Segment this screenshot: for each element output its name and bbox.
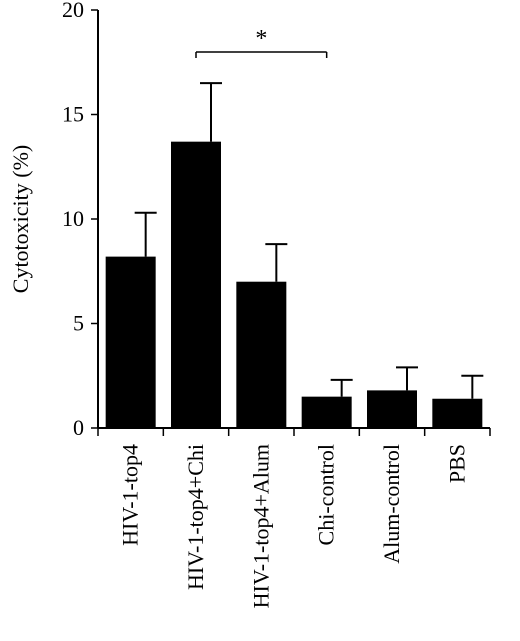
x-tick-label: Chi-control <box>314 444 339 545</box>
x-tick-label: PBS <box>444 444 469 483</box>
bar <box>105 256 156 428</box>
x-tick-labels: HIV-1-top4 HIV-1-top4+Chi HIV-1-top4+Alum C… <box>118 444 470 608</box>
significance-label: * <box>255 26 267 52</box>
x-tick-label: HIV-1-top4+Alum <box>248 444 273 608</box>
bar <box>301 396 352 428</box>
y-ticks: 0 5 10 15 20 <box>62 0 98 440</box>
bar <box>171 141 221 429</box>
y-tick-label: 20 <box>62 0 84 22</box>
y-tick-label: 10 <box>62 206 84 231</box>
y-tick-label: 15 <box>62 102 84 127</box>
y-tick-label: 5 <box>73 311 84 336</box>
bar <box>367 390 417 428</box>
x-tick-label: Alum-control <box>379 444 404 564</box>
bars <box>105 141 483 429</box>
bar <box>432 398 483 428</box>
error-bars <box>134 82 484 399</box>
x-tick-label: HIV-1-top4+Chi <box>183 444 208 590</box>
y-tick-label: 0 <box>73 415 84 440</box>
x-ticks <box>97 428 491 436</box>
bar <box>236 281 287 428</box>
x-tick-label: HIV-1-top4 <box>118 444 143 546</box>
significance-annotation: * <box>195 26 328 58</box>
y-axis-label: Cytotoxicity (%) <box>8 145 33 293</box>
